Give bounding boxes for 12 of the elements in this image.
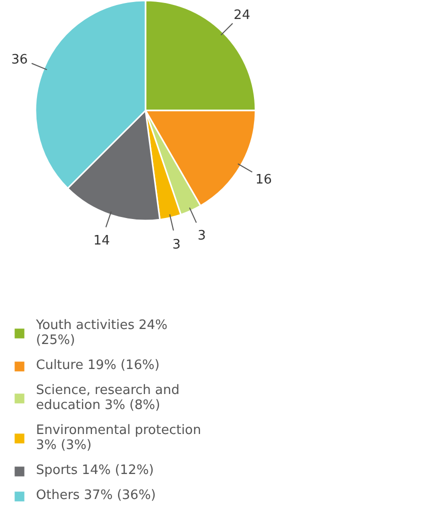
data-label: 36: [11, 52, 28, 68]
data-label: 24: [234, 8, 250, 24]
data-label: 3: [198, 228, 206, 244]
data-label: 16: [255, 172, 272, 188]
legend-label: Others 37% (36%): [36, 488, 156, 503]
data-label: 14: [93, 234, 110, 249]
legend-label: Sports 14% (12%): [36, 463, 154, 478]
legend-label: Culture 19% (16%): [36, 358, 160, 373]
legend-label: Science, research and education 3% (8%): [36, 383, 180, 413]
data-label: 3: [172, 237, 181, 252]
legend-label: Environmental protection 3% (3%): [36, 423, 202, 453]
legend-label: Youth activities 24% (25%): [36, 318, 168, 348]
